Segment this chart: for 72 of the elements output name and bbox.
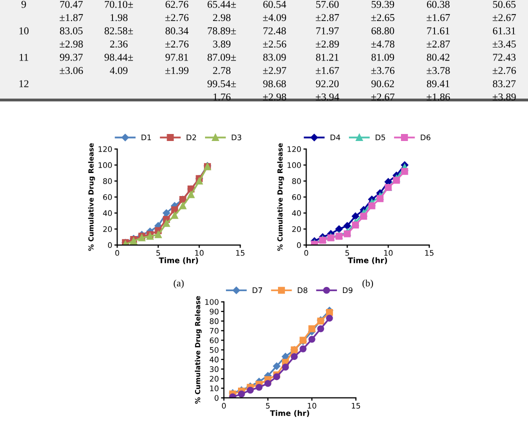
text: 12 bbox=[19, 80, 28, 88]
text: ±3.89 bbox=[492, 93, 516, 101]
text: 78.89± bbox=[208, 27, 236, 34]
text: 80.34 bbox=[166, 27, 188, 34]
text: ±2.87 bbox=[426, 40, 450, 48]
text: 72.43 bbox=[493, 54, 516, 61]
text: 71.61 bbox=[427, 27, 450, 34]
text: ±2.76 bbox=[492, 67, 516, 74]
text: 62.76 bbox=[166, 0, 188, 8]
text: 71.97 bbox=[316, 27, 339, 34]
text: ±2.97 bbox=[263, 67, 286, 74]
text: ±3.78 bbox=[426, 66, 450, 74]
text: ±2.89 bbox=[316, 40, 339, 48]
text: 83.27 bbox=[492, 80, 516, 88]
text: ±2.67 bbox=[492, 14, 516, 22]
text: 2.36 bbox=[110, 40, 128, 48]
text: ±1.67 bbox=[316, 67, 340, 74]
text: 70.10± bbox=[104, 0, 133, 8]
text: 9 bbox=[21, 0, 26, 8]
text: 3.89 bbox=[213, 40, 230, 48]
text: 65.44± bbox=[208, 0, 236, 8]
text: 70.47 bbox=[60, 0, 83, 8]
text: ±4.09 bbox=[263, 14, 286, 22]
text: 83.09 bbox=[263, 54, 286, 61]
text: ±1.87 bbox=[60, 14, 83, 22]
text: ±1.86 bbox=[426, 93, 450, 101]
text: 50.65 bbox=[493, 0, 516, 8]
text: 10 bbox=[19, 27, 29, 34]
text: 11 bbox=[20, 54, 28, 61]
text: ±1.67 bbox=[426, 14, 450, 22]
text: 57.60 bbox=[316, 0, 339, 8]
text: ±2.65 bbox=[371, 14, 394, 22]
text: ±2.67 bbox=[371, 93, 394, 101]
text: 81.21 bbox=[316, 54, 338, 61]
text: ±2.98 bbox=[60, 40, 83, 48]
text: ±2.76 bbox=[165, 40, 189, 48]
text: 87.09± bbox=[208, 54, 236, 61]
text: 82.58± bbox=[104, 27, 133, 34]
text: 89.41 bbox=[426, 80, 450, 88]
text: 1.76 bbox=[214, 93, 231, 101]
text: ±2.87 bbox=[316, 14, 340, 22]
text: 83.05 bbox=[60, 27, 83, 34]
text: (a) bbox=[174, 280, 184, 288]
text: 2.78 bbox=[213, 66, 230, 74]
text: 81.09 bbox=[371, 54, 394, 61]
text: 60.38 bbox=[426, 0, 450, 8]
text: 61.31 bbox=[492, 27, 516, 34]
text: ±3.94 bbox=[316, 93, 340, 101]
text: 60.54 bbox=[263, 0, 286, 8]
text: 99.54± bbox=[208, 80, 236, 88]
text: 1.98 bbox=[110, 14, 128, 22]
text: 4.09 bbox=[110, 66, 128, 74]
text: 98.44± bbox=[104, 54, 133, 61]
text: ±2.76 bbox=[165, 14, 189, 22]
text: ±2.98 bbox=[263, 93, 286, 101]
text: 2.98 bbox=[213, 14, 230, 22]
text: ±3.45 bbox=[492, 40, 516, 48]
text: ±3.76 bbox=[371, 67, 394, 74]
text: 90.62 bbox=[371, 80, 394, 88]
text: ±2.56 bbox=[263, 40, 286, 48]
text: ±3.06 bbox=[60, 66, 83, 74]
text: 97.81 bbox=[165, 54, 188, 61]
text: 59.39 bbox=[372, 0, 394, 8]
text: 99.37 bbox=[60, 54, 83, 61]
text: 80.42 bbox=[426, 54, 450, 61]
text: 98.68 bbox=[263, 80, 286, 88]
text: 72.48 bbox=[264, 27, 286, 34]
text: ±1.99 bbox=[165, 67, 188, 74]
text: 92.20 bbox=[316, 80, 339, 88]
text: ±4.78 bbox=[371, 40, 394, 48]
text: 68.80 bbox=[372, 27, 394, 34]
text: (b) bbox=[362, 280, 373, 288]
